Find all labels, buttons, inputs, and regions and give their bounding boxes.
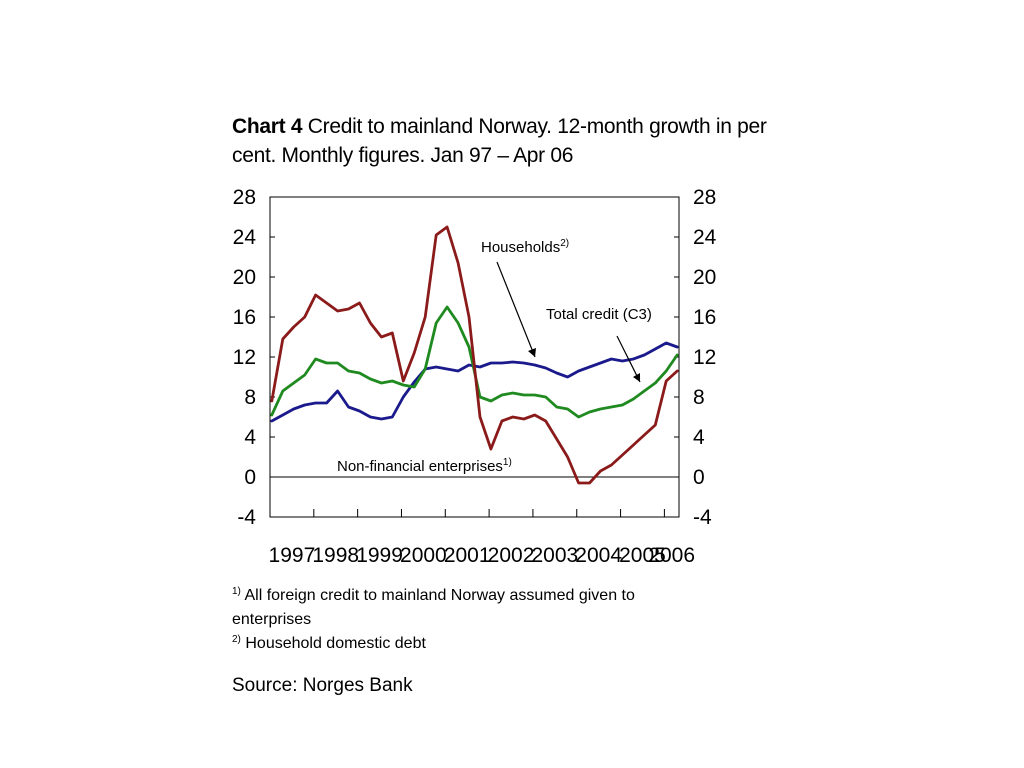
x-tick-label: 1998 bbox=[312, 544, 359, 567]
non-financial-annotation: Non-financial enterprises1) bbox=[337, 457, 512, 475]
x-tick-label: 2000 bbox=[400, 544, 447, 567]
y-tick-label-left: 0 bbox=[244, 466, 256, 489]
series-line-non-financial-enterprises bbox=[270, 225, 679, 485]
y-tick-label-right: 28 bbox=[693, 186, 716, 209]
series-group bbox=[270, 225, 679, 485]
x-tick-label: 1997 bbox=[269, 544, 316, 567]
y-tick-label-right: 20 bbox=[693, 266, 716, 289]
total-credit-arrow-head bbox=[633, 373, 640, 382]
y-tick-label-left: 4 bbox=[244, 426, 256, 449]
y-tick-label-left: 16 bbox=[233, 306, 256, 329]
total-credit-arrow-line bbox=[616, 335, 641, 383]
y-tick-label-right: 16 bbox=[693, 306, 716, 329]
y-tick-label-right: 12 bbox=[693, 346, 716, 369]
y-tick-label-left: 12 bbox=[233, 346, 256, 369]
y-tick-label-right: 8 bbox=[693, 386, 705, 409]
footnote-1-marker: 1) bbox=[232, 586, 241, 597]
y-axis-left: 28 24 20 16 12 8 4 0 -4 bbox=[233, 186, 275, 529]
y-tick-label-left: 28 bbox=[233, 186, 256, 209]
y-tick-label-left: 20 bbox=[233, 266, 256, 289]
x-tick-label: 2004 bbox=[575, 544, 622, 567]
x-tick-label: 2002 bbox=[488, 544, 535, 567]
y-tick-label-right: 4 bbox=[693, 426, 705, 449]
footnote-2-marker: 2) bbox=[232, 634, 241, 645]
households-annotation: Households2) bbox=[481, 238, 569, 256]
households-arrow-line bbox=[496, 261, 536, 358]
x-tick-label: 1999 bbox=[356, 544, 403, 567]
source-note: Source: Norges Bank bbox=[232, 675, 413, 696]
footnote-1: 1) All foreign credit to mainland Norway… bbox=[232, 584, 692, 632]
y-tick-label-left: 8 bbox=[244, 386, 256, 409]
x-tick-label: 2003 bbox=[531, 544, 578, 567]
y-tick-label-left: -4 bbox=[237, 506, 256, 529]
total-credit-annotation: Total credit (C3) bbox=[546, 306, 652, 323]
y-tick-label-right: -4 bbox=[693, 506, 712, 529]
y-tick-label-left: 24 bbox=[233, 226, 257, 249]
y-tick-label-right: 0 bbox=[693, 466, 705, 489]
x-tick-label: 2005 bbox=[619, 544, 666, 567]
x-tick-label: 2006 bbox=[648, 544, 695, 567]
chart-number: Chart 4 bbox=[232, 115, 303, 138]
x-tick-label: 2001 bbox=[444, 544, 491, 567]
footnote-2: 2) Household domestic debt bbox=[232, 632, 692, 656]
y-tick-label-right: 24 bbox=[693, 226, 717, 249]
footnote-2-text: Household domestic debt bbox=[245, 635, 426, 652]
chart-title-text: Credit to mainland Norway. 12-month grow… bbox=[232, 115, 767, 167]
households-arrow-head bbox=[528, 348, 536, 357]
footnote-1-text: All foreign credit to mainland Norway as… bbox=[232, 587, 635, 628]
y-axis-right: 28 24 20 16 12 8 4 0 -4 bbox=[674, 186, 717, 529]
chart-title: Chart 4 Credit to mainland Norway. 12-mo… bbox=[232, 112, 772, 170]
